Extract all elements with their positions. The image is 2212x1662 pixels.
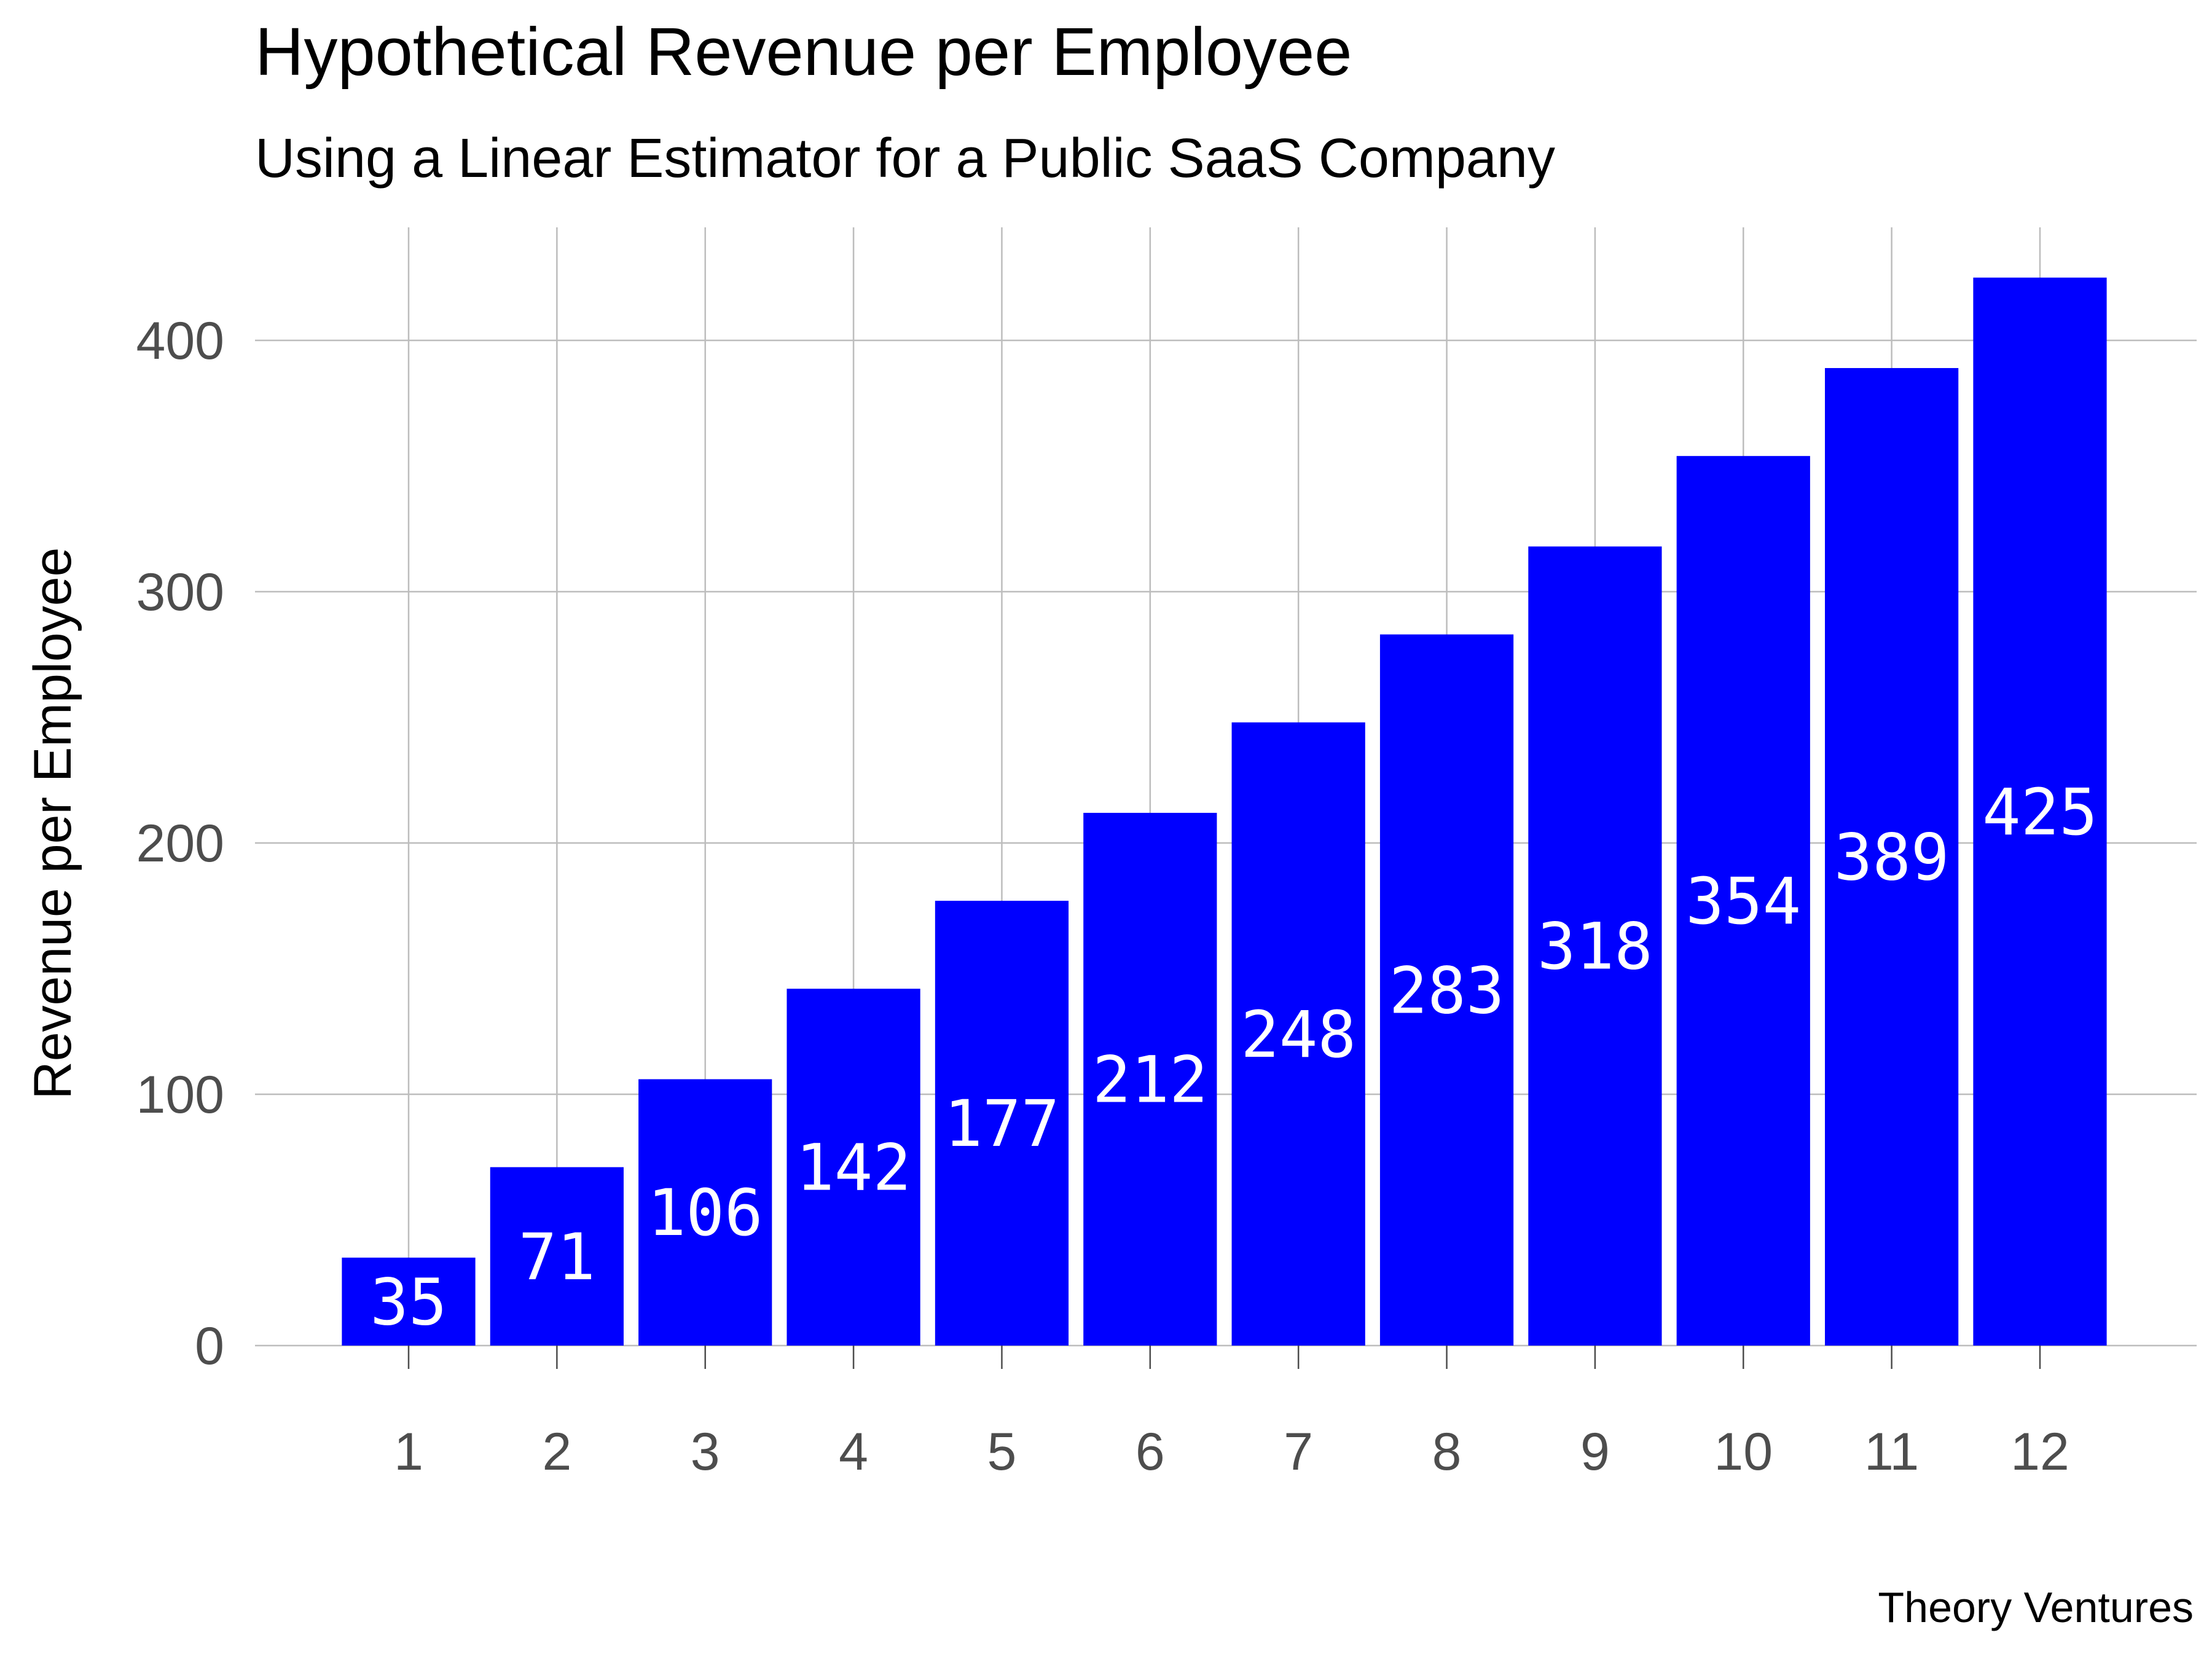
y-tick-label: 0 (195, 1317, 224, 1376)
bar-value-label: 212 (1092, 1042, 1208, 1117)
x-tick-label: 10 (1714, 1422, 1773, 1481)
x-tick-label: 8 (1432, 1422, 1462, 1481)
y-axis-ticks: 0 100 200 300 400 (136, 312, 225, 1376)
bar-value-label: 318 (1537, 909, 1653, 984)
bar (1825, 368, 1959, 1346)
bar-value-label: 35 (370, 1264, 447, 1339)
bar (1676, 456, 1810, 1346)
y-tick-label: 300 (136, 563, 225, 622)
bar-value-label: 354 (1685, 864, 1801, 939)
y-axis-label: Revenue per Employee (23, 547, 82, 1100)
bar-value-label: 425 (1982, 775, 2098, 850)
bar (1083, 812, 1217, 1346)
data-labels: 35 71 106 142 177 212 248 283 318 354 389 425 (370, 775, 2098, 1340)
bar (786, 989, 920, 1346)
x-tick-label: 9 (1580, 1422, 1610, 1481)
x-tick-label: 7 (1284, 1422, 1313, 1481)
x-tick-label: 11 (1864, 1422, 1919, 1481)
bar-value-label: 248 (1241, 997, 1356, 1072)
x-tick-label: 6 (1135, 1422, 1165, 1481)
bar-value-label: 142 (796, 1131, 911, 1205)
bar (342, 1257, 476, 1346)
bar (638, 1079, 772, 1346)
bar-value-label: 389 (1834, 820, 1950, 895)
chart-subtitle: Using a Linear Estimator for a Public Sa… (255, 128, 1555, 189)
bars (342, 277, 2107, 1346)
bar (1379, 634, 1514, 1346)
bar-value-label: 177 (944, 1086, 1060, 1161)
chart-title: Hypothetical Revenue per Employee (255, 14, 1352, 90)
x-tick-label: 1 (394, 1422, 423, 1481)
x-tick-label: 4 (839, 1422, 868, 1481)
x-axis-ticks: 1 2 3 4 5 6 7 8 9 10 11 12 (394, 1346, 2069, 1481)
bar (935, 901, 1069, 1346)
bar (1231, 722, 1365, 1346)
bar (490, 1167, 624, 1346)
bar (1528, 546, 1662, 1346)
bar-value-label: 106 (648, 1175, 763, 1250)
chart-caption: Theory Ventures (1878, 1583, 2194, 1631)
x-tick-label: 12 (2010, 1422, 2069, 1481)
y-tick-label: 200 (136, 814, 225, 873)
bar-value-label: 283 (1389, 953, 1505, 1028)
x-tick-label: 3 (691, 1422, 720, 1481)
bar-value-label: 71 (519, 1220, 595, 1295)
y-tick-label: 100 (136, 1065, 225, 1124)
x-tick-label: 2 (542, 1422, 571, 1481)
x-tick-label: 5 (987, 1422, 1017, 1481)
y-tick-label: 400 (136, 312, 225, 370)
bar (1973, 277, 2107, 1346)
